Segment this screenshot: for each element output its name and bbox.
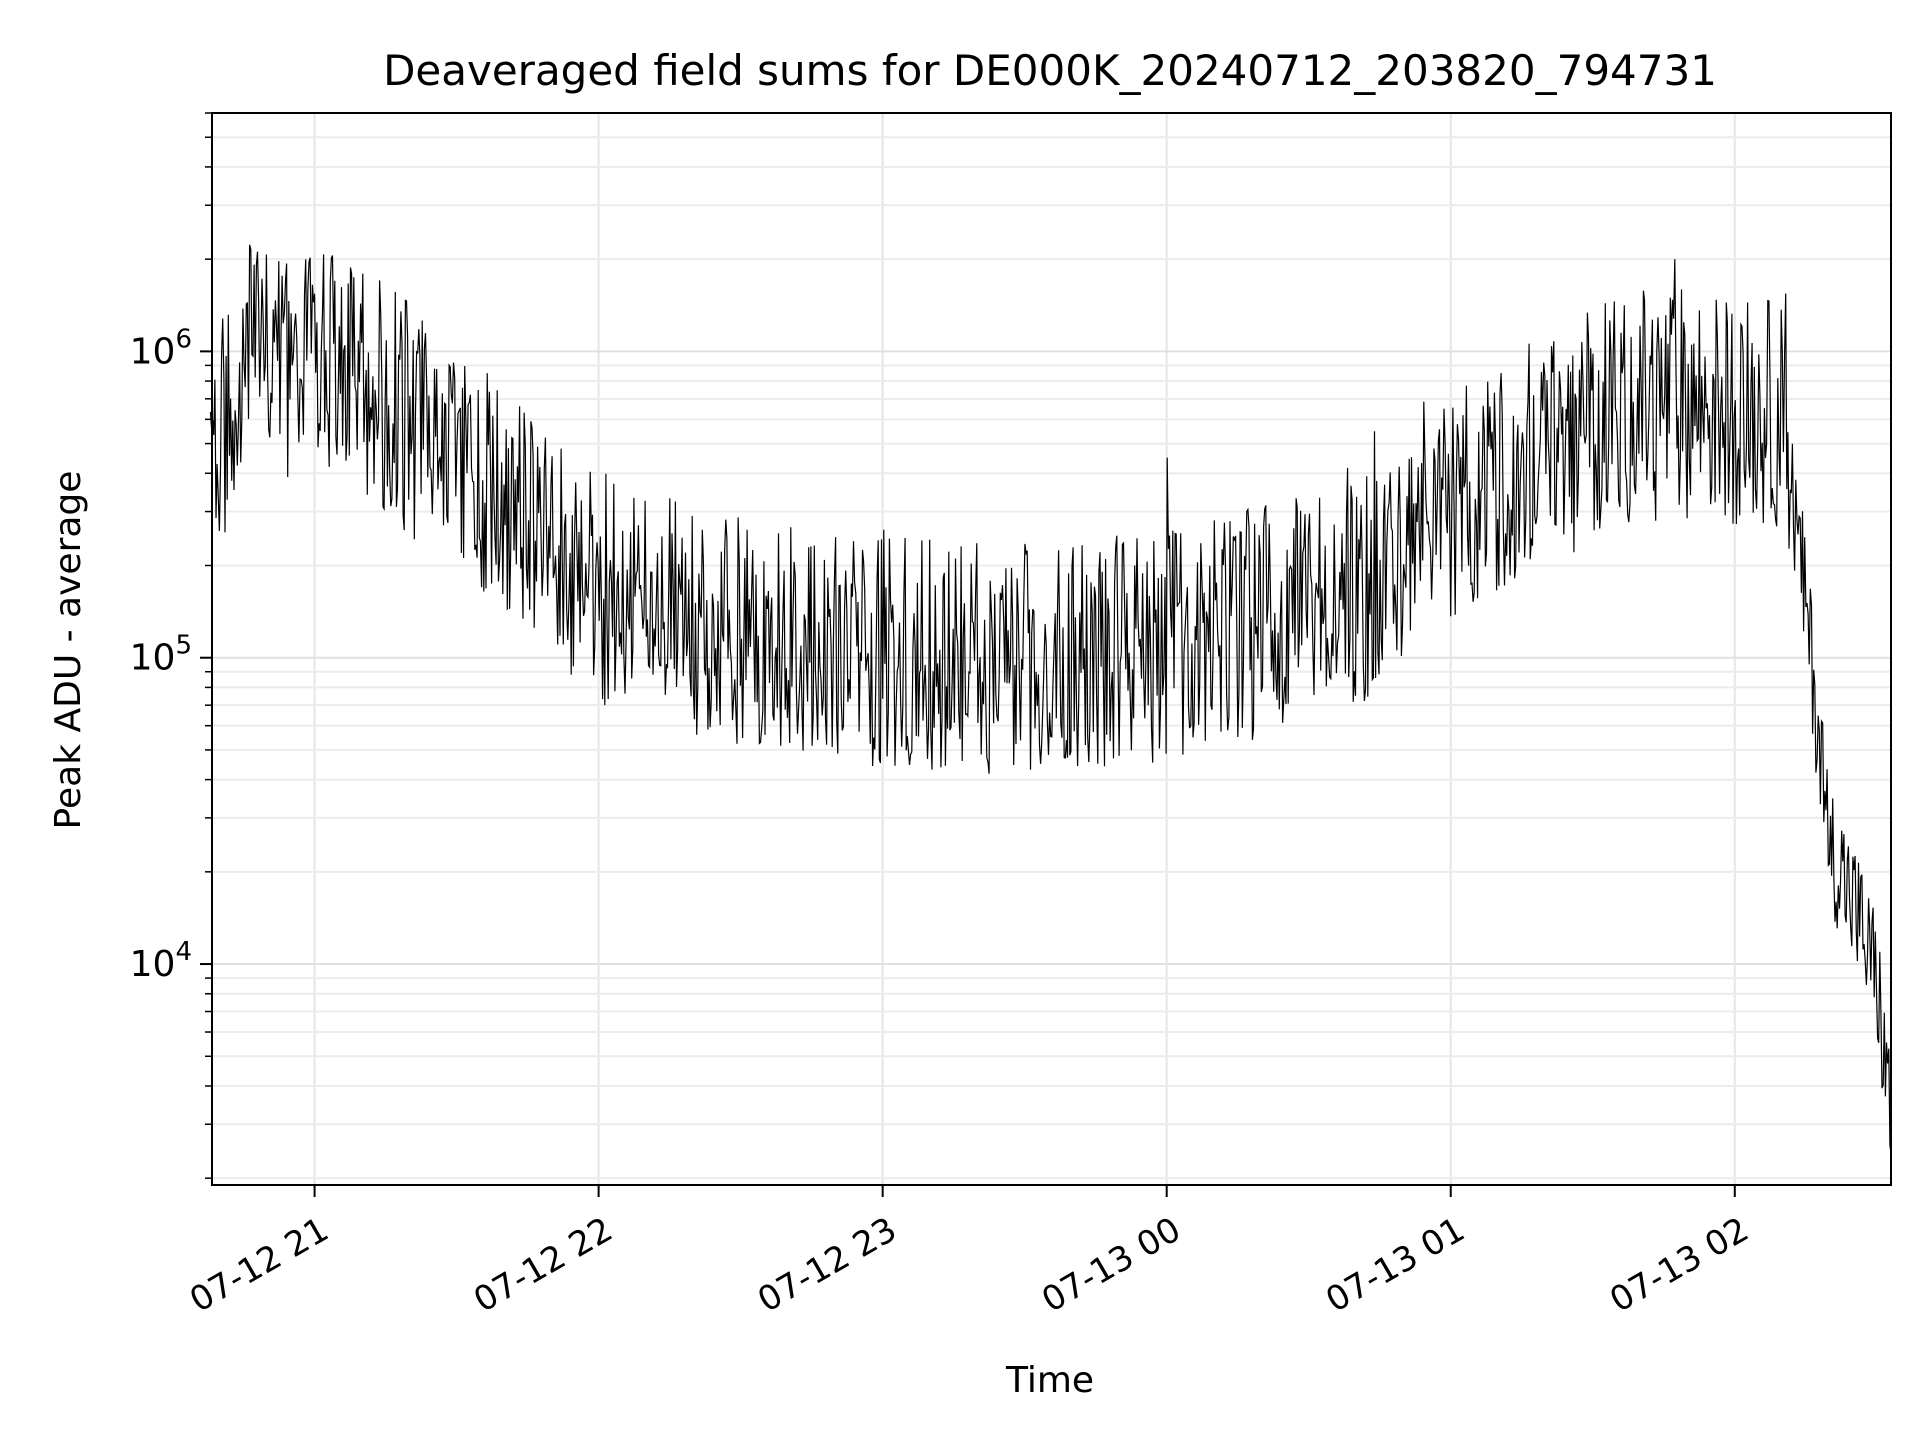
x-tick-label: 07-12 21 [183,1210,335,1321]
y-tick-label: 105 [130,631,192,679]
grid [212,112,1891,1185]
y-axis-label: Peak ADU - average [48,471,89,830]
ticks: 07-12 21 07-12 22 07-12 23 07-13 00 07-13 01… [130,112,1756,1321]
x-tick-label: 07-12 22 [467,1210,619,1321]
x-axis-label: Time [1005,1360,1094,1401]
x-tick-label: 07-13 02 [1603,1210,1755,1321]
chart-title: Deaveraged field sums for DE000K_2024071… [383,46,1717,95]
data-layer [209,244,1892,1154]
y-tick-label: 106 [130,324,192,372]
data-series-line [209,244,1892,1154]
x-tick-label: 07-13 00 [1035,1210,1187,1321]
x-tick-label: 07-12 23 [751,1210,903,1321]
x-tick-label: 07-13 01 [1319,1210,1471,1321]
plot-frame [211,112,1892,1186]
y-tick-label: 104 [130,937,192,985]
